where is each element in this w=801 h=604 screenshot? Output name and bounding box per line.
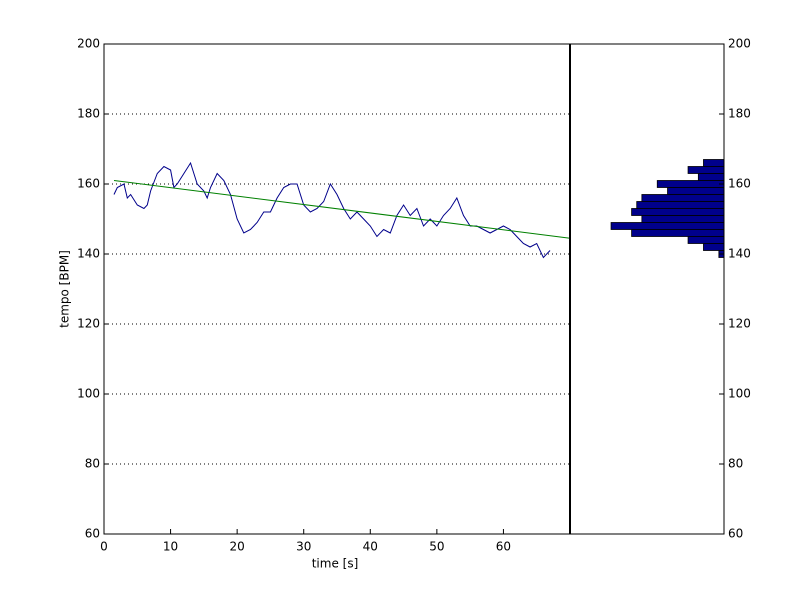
histogram-bar	[656, 180, 725, 188]
x-tick-label: 60	[496, 540, 511, 554]
histogram-bar	[610, 222, 725, 230]
histogram-bar	[641, 194, 725, 202]
y-tick-label: 160	[77, 177, 100, 191]
histogram-bar	[687, 166, 725, 174]
histogram-bar	[697, 173, 725, 181]
y-axis-label: tempo [BPM]	[58, 250, 72, 328]
data-line	[113, 180, 571, 239]
y-tick-label: 60	[85, 527, 100, 541]
y-tick-label: 100	[728, 387, 751, 401]
histogram-bar	[703, 243, 725, 251]
x-tick-label: 0	[100, 540, 108, 554]
y-tick-label: 140	[77, 247, 100, 261]
histogram-bar	[687, 236, 725, 244]
histogram-bar	[636, 201, 725, 209]
y-tick-label: 200	[77, 37, 100, 51]
x-tick-label: 30	[296, 540, 311, 554]
x-tick-label: 40	[363, 540, 378, 554]
y-tick-label: 80	[728, 457, 743, 471]
y-tick-label: 180	[728, 107, 751, 121]
histogram-bar	[667, 187, 725, 195]
y-tick-label: 60	[728, 527, 743, 541]
y-tick-label: 160	[728, 177, 751, 191]
y-tick-label: 120	[728, 317, 751, 331]
histogram-bar	[631, 208, 725, 216]
y-tick-label: 100	[77, 387, 100, 401]
y-tick-label: 120	[77, 317, 100, 331]
y-tick-label: 200	[728, 37, 751, 51]
x-tick-label: 10	[163, 540, 178, 554]
histogram-bar	[641, 215, 725, 223]
histogram-bar	[631, 229, 725, 237]
histogram-bar	[703, 159, 725, 167]
x-tick-label: 50	[429, 540, 444, 554]
x-axis-label: time [s]	[312, 557, 359, 571]
x-tick-label: 20	[230, 540, 245, 554]
y-tick-label: 80	[85, 457, 100, 471]
y-tick-label: 140	[728, 247, 751, 261]
y-tick-label: 180	[77, 107, 100, 121]
